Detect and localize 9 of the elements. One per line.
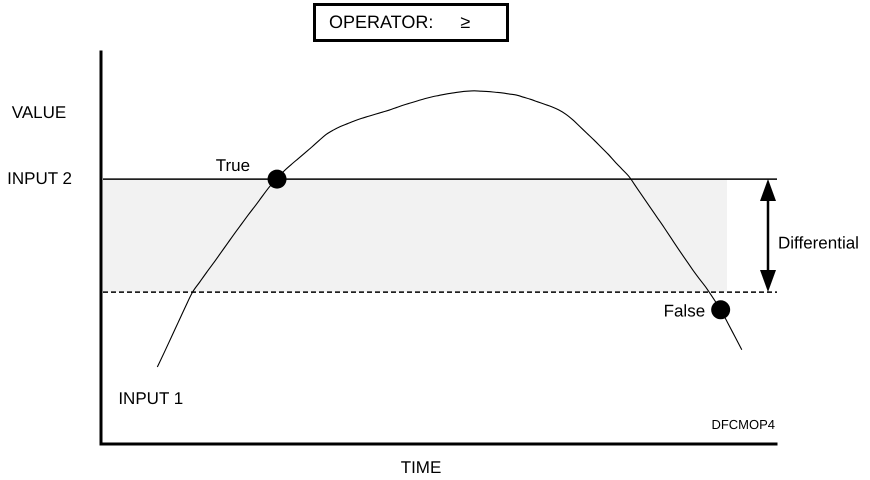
band-label: Differential (778, 233, 859, 252)
x-axis-title: TIME (400, 458, 442, 477)
chart-title: OPERATOR: ≥ (329, 11, 470, 34)
ref-line-label: INPUT 2 (7, 168, 72, 188)
series-label: INPUT 1 (118, 389, 184, 408)
annotation: False (664, 301, 706, 320)
annotation: True (216, 156, 250, 176)
y-axis-title: VALUE (12, 103, 66, 122)
annotation: DFCMOP4 (711, 417, 775, 432)
